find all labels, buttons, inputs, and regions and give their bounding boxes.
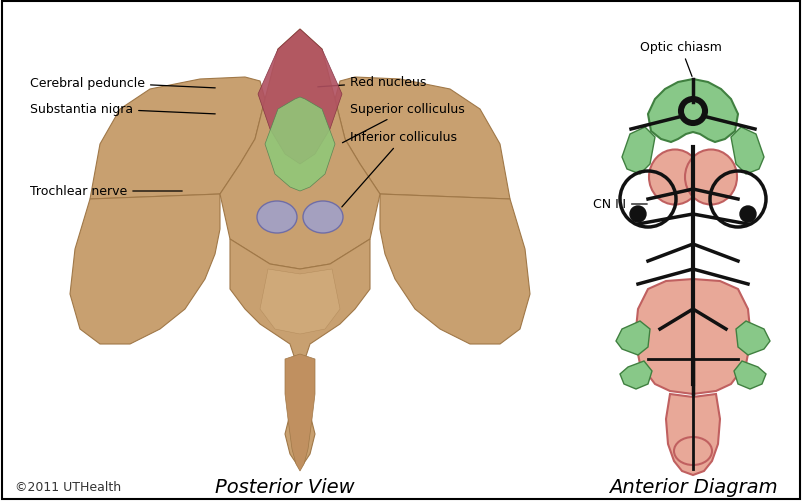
Polygon shape	[70, 194, 220, 344]
Polygon shape	[230, 239, 370, 469]
Text: Red nucleus: Red nucleus	[318, 76, 427, 89]
Text: Cerebral peduncle: Cerebral peduncle	[30, 76, 215, 89]
Circle shape	[684, 103, 702, 121]
Polygon shape	[622, 128, 655, 175]
Polygon shape	[635, 280, 751, 394]
Text: Posterior View: Posterior View	[215, 477, 354, 496]
Polygon shape	[335, 78, 510, 199]
Text: Superior colliculus: Superior colliculus	[342, 103, 464, 143]
Polygon shape	[258, 30, 342, 165]
Text: Trochlear nerve: Trochlear nerve	[30, 185, 182, 198]
Polygon shape	[620, 361, 652, 389]
Circle shape	[679, 98, 707, 126]
Polygon shape	[265, 98, 335, 191]
Ellipse shape	[685, 150, 737, 205]
Ellipse shape	[257, 201, 297, 233]
Ellipse shape	[674, 437, 712, 465]
Polygon shape	[90, 78, 265, 199]
Ellipse shape	[303, 201, 343, 233]
Polygon shape	[731, 128, 764, 175]
Text: Inferior colliculus: Inferior colliculus	[342, 131, 457, 207]
Circle shape	[630, 206, 646, 222]
Text: CN III: CN III	[593, 198, 647, 211]
Text: Substantia nigra: Substantia nigra	[30, 102, 215, 115]
Circle shape	[740, 206, 756, 222]
Text: Optic chiasm: Optic chiasm	[640, 42, 722, 77]
Ellipse shape	[649, 150, 701, 205]
Bar	[590, 10, 795, 459]
Polygon shape	[666, 394, 720, 475]
Text: Anterior Diagram: Anterior Diagram	[609, 477, 777, 496]
Polygon shape	[285, 354, 315, 471]
Polygon shape	[220, 30, 380, 270]
Polygon shape	[734, 361, 766, 389]
Polygon shape	[260, 270, 340, 334]
Polygon shape	[648, 80, 738, 143]
Text: ©2011 UTHealth: ©2011 UTHealth	[15, 480, 121, 493]
Polygon shape	[616, 321, 650, 355]
Polygon shape	[736, 321, 770, 355]
Polygon shape	[380, 194, 530, 344]
